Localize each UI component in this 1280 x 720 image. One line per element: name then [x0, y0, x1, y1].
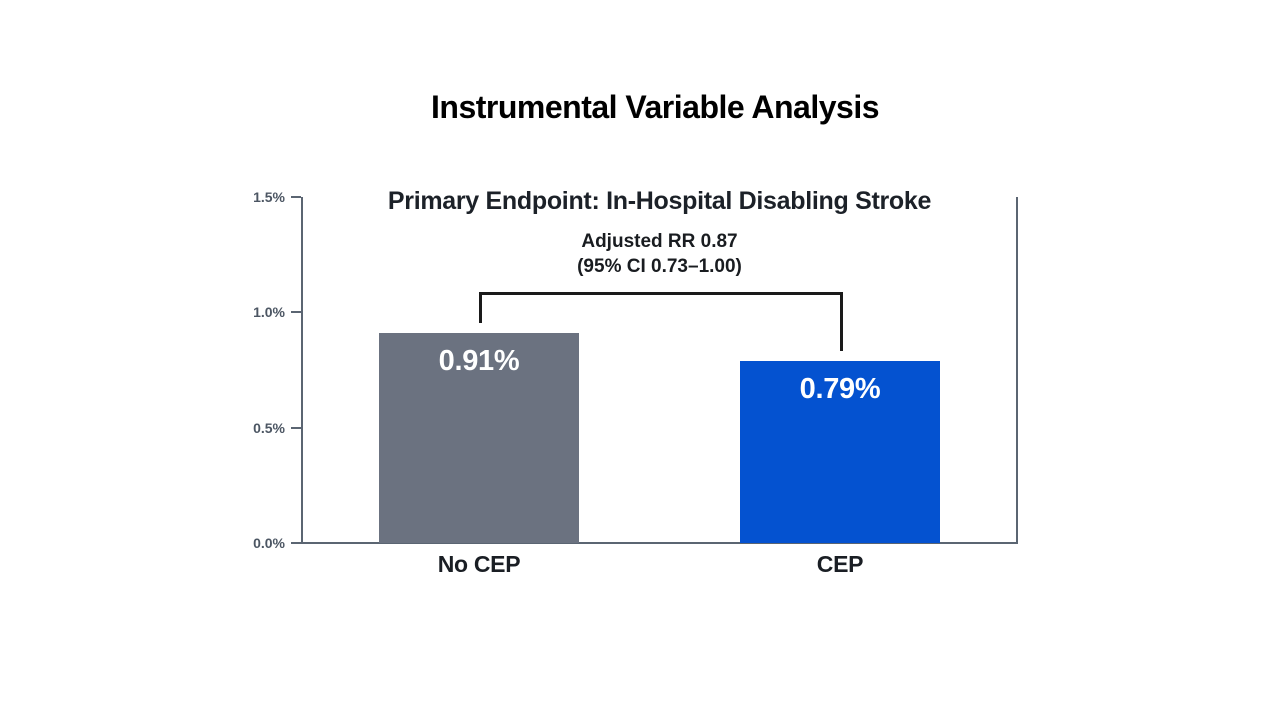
x-axis-line	[291, 542, 1018, 544]
bar-value-label: 0.91%	[438, 345, 520, 378]
main-title: Instrumental Variable Analysis	[431, 89, 880, 125]
y-axis-tick-mark	[291, 196, 301, 198]
y-axis-tick-label: 1.0%	[253, 304, 285, 321]
comparison-bracket-right	[840, 292, 843, 351]
x-axis-category-label: No CEP	[437, 551, 521, 577]
x-axis-category-label: CEP	[816, 551, 864, 577]
bar-no-cep: 0.91%	[379, 333, 579, 543]
y-axis-tick-label: 0.0%	[253, 535, 285, 551]
annotation-block: Adjusted RR 0.87 (95% CI 0.73–1.00)	[302, 229, 1017, 279]
comparison-bracket-top	[479, 292, 843, 295]
y-axis-tick-mark	[291, 311, 301, 314]
y-axis-tick-mark	[291, 542, 301, 544]
bar-value-label: 0.79%	[799, 372, 881, 405]
y-axis-line	[301, 197, 303, 543]
y-axis-tick-label: 1.5%	[253, 189, 285, 205]
right-plot-border	[1016, 197, 1018, 544]
y-axis-tick-label: 0.5%	[253, 419, 285, 436]
annotation-line-ci: (95% CI 0.73–1.00)	[577, 256, 742, 277]
comparison-bracket-left	[479, 292, 482, 324]
annotation-line-rr: Adjusted RR 0.87	[581, 231, 738, 252]
chart-title: Primary Endpoint: In-Hospital Disabling …	[387, 187, 932, 215]
y-axis-tick-mark	[291, 426, 301, 429]
bar-cep: 0.79%	[740, 360, 940, 543]
